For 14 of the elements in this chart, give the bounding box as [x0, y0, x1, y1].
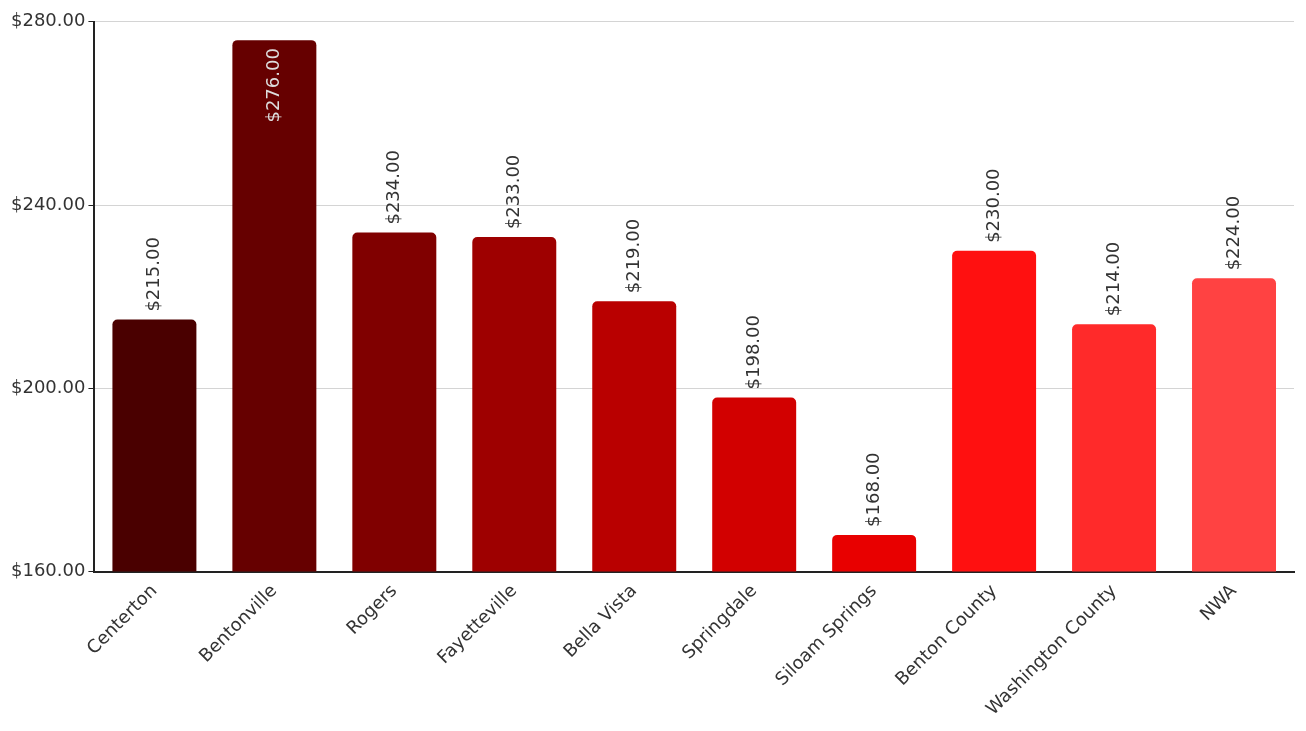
- data-label: $224.00: [1221, 195, 1243, 271]
- data-label: $233.00: [501, 154, 523, 230]
- y-tick-label: $280.00: [11, 9, 86, 31]
- data-label: $215.00: [142, 237, 164, 312]
- data-label: $276.00: [262, 48, 284, 123]
- data-label: $230.00: [981, 168, 1003, 243]
- data-label: $214.00: [1101, 241, 1123, 317]
- y-tick-label: $240.00: [11, 192, 86, 214]
- y-tick-label: $160.00: [11, 559, 86, 581]
- data-label: $198.00: [741, 315, 763, 390]
- y-tick-label: $200.00: [11, 375, 86, 397]
- data-label: $168.00: [861, 452, 883, 527]
- data-label: $219.00: [621, 218, 643, 294]
- data-label: $234.00: [382, 150, 403, 225]
